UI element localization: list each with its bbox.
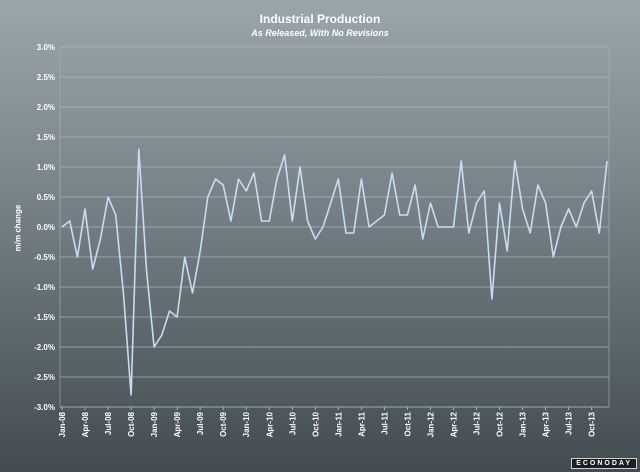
x-tick-label: Apr-08 [81,411,90,437]
x-tick-label: Jan-12 [426,411,435,437]
series-line [61,148,608,396]
y-tick-label: -2.5% [34,373,55,382]
econoday-logo: ECONODAY [571,458,637,469]
x-tick-label: Jan-10 [242,411,251,437]
x-tick-label: Oct-13 [588,411,597,436]
chart-subtitle: As Released, With No Revisions [251,28,389,38]
x-tick-label: Jul-10 [288,411,297,435]
x-tick-label: Jul-13 [565,411,574,435]
x-tick-label: Jul-12 [473,411,482,435]
x-tick-label: Oct-10 [311,411,320,436]
y-tick-label: -3.0% [34,403,55,412]
x-tick-label: Oct-09 [219,411,228,436]
x-tick-label: Oct-08 [127,411,136,436]
chart-title: Industrial Production [259,12,381,26]
y-tick-label: -2.0% [34,343,55,352]
x-tick-label: Jul-08 [104,411,113,435]
y-tick-label: -0.5% [34,253,55,262]
y-tick-label: 3.0% [37,43,55,52]
y-tick-label: 1.0% [37,163,55,172]
x-tick-label: Jul-11 [380,411,389,434]
x-tick-label: Jul-09 [196,411,205,435]
y-tick-label: 1.5% [37,133,55,142]
x-tick-label: Oct-11 [403,411,412,436]
y-tick-label: 0.5% [37,193,55,202]
x-tick-label: Apr-09 [173,411,182,437]
x-tick-label: Apr-11 [357,411,366,436]
y-tick-label: 2.5% [37,73,55,82]
x-tick-label: Jan-13 [519,411,528,437]
y-tick-label: 0.0% [37,223,55,232]
x-tick-label: Apr-10 [265,411,274,437]
x-tick-label: Jan-11 [334,411,343,436]
x-tick-label: Apr-13 [542,411,551,437]
plot-area [59,46,610,408]
x-tick-label: Jan-08 [58,411,67,437]
x-tick-label: Oct-12 [496,411,505,436]
x-tick-label: Jan-09 [150,411,159,437]
y-tick-label: 2.0% [37,103,55,112]
y-tick-label: -1.5% [34,313,55,322]
y-tick-label: -1.0% [34,283,55,292]
x-tick-label: Apr-12 [449,411,458,437]
